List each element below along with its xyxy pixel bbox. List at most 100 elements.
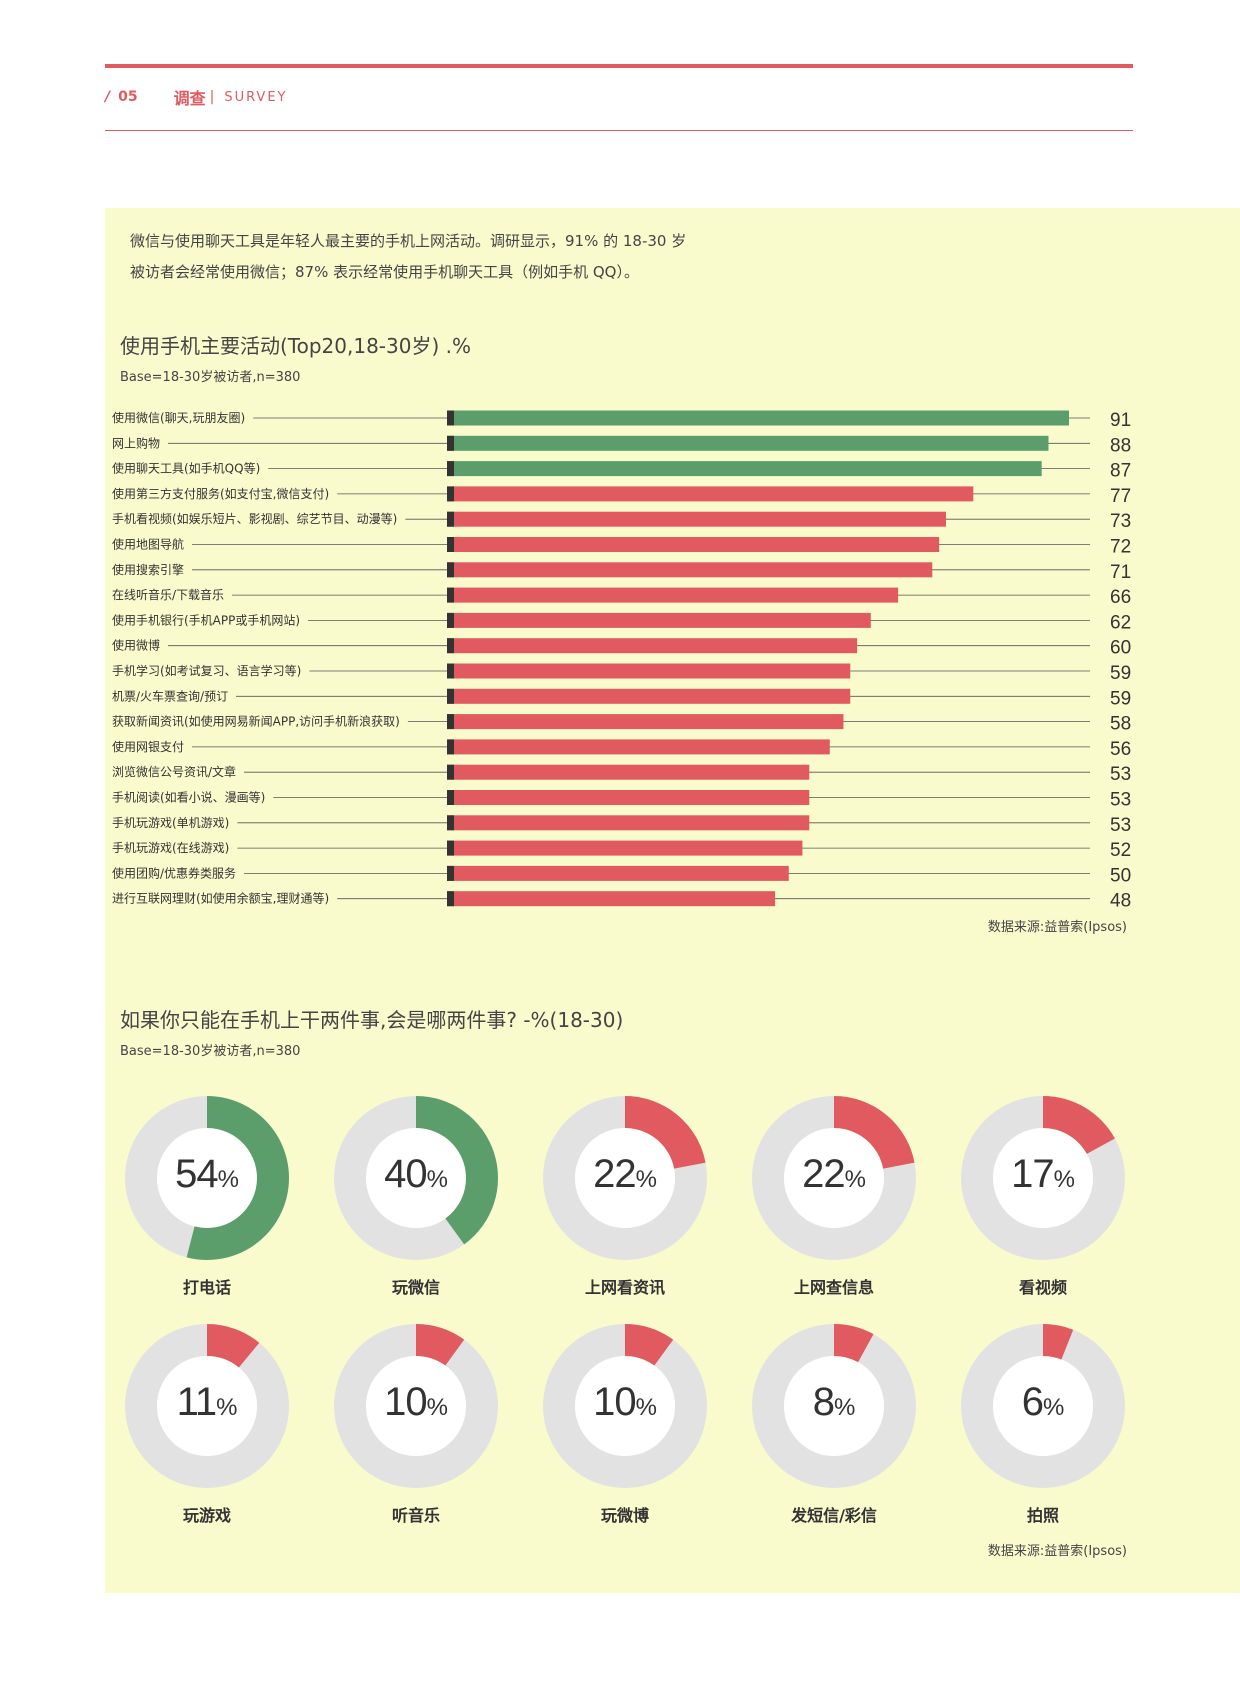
- donut-chart-source: 数据来源:益普索(Ipsos): [987, 1544, 1127, 1559]
- bar-category-label: 机票/火车票查询/预订: [112, 688, 228, 703]
- bar-value-label: 59: [1110, 688, 1131, 709]
- section-title-cn: 调查: [173, 89, 206, 108]
- bar-category-label: 使用微博: [112, 638, 160, 653]
- bar-value-label: 53: [1110, 790, 1131, 811]
- bar-cap: [447, 612, 454, 628]
- bar-value-label: 59: [1110, 663, 1131, 684]
- bar-value-label: 87: [1110, 461, 1131, 482]
- bar-cap: [447, 764, 454, 780]
- bar-label-backdrop: [110, 536, 193, 552]
- bar-category-label: 手机阅读(如看小说、漫画等): [112, 790, 265, 805]
- bar: [447, 562, 933, 578]
- bar-label-backdrop: [110, 410, 254, 425]
- bar-label-backdrop: [110, 460, 269, 476]
- bar-value-label: 52: [1110, 840, 1131, 861]
- bar-cap: [447, 486, 454, 502]
- bar: [447, 638, 858, 654]
- bar-category-label: 使用网银支付: [112, 739, 184, 754]
- bar: [447, 688, 851, 704]
- bar-value-label: 48: [1110, 891, 1131, 910]
- bar-label-backdrop: [110, 435, 169, 451]
- bar-category-label: 使用微信(聊天,玩朋友圈): [112, 410, 245, 425]
- bar-label-backdrop: [110, 561, 193, 577]
- bar-category-label: 使用第三方支付服务(如支付宝,微信支付): [112, 486, 329, 501]
- bar-category-label: 进行互联网理财(如使用余额宝,理财通等): [112, 891, 329, 906]
- section-title-en: SURVEY: [224, 89, 288, 105]
- bar-value-label: 91: [1110, 410, 1131, 431]
- bar-label-backdrop: [110, 841, 238, 856]
- bar-label-backdrop: [110, 587, 233, 603]
- bar-value-label: 56: [1110, 739, 1131, 760]
- intro-line-1: 微信与使用聊天工具是年轻人最主要的手机上网活动。调研显示，91% 的 18-30…: [130, 232, 687, 250]
- donut-chart-title: 如果你只能在手机上干两件事,会是哪两件事? -%(18-30): [120, 1008, 624, 1032]
- bar-category-label: 在线听音乐/下载音乐: [112, 587, 224, 602]
- bar-category-label: 使用手机银行(手机APP或手机网站): [112, 612, 300, 627]
- bar-label-backdrop: [110, 865, 245, 881]
- intro-line-2: 被访者会经常使用微信；87% 表示经常使用手机聊天工具（例如手机 QQ）。: [130, 263, 639, 281]
- bar: [447, 537, 940, 552]
- bar: [447, 815, 810, 831]
- bar-category-label: 使用地图导航: [112, 537, 184, 552]
- bar: [447, 790, 810, 805]
- bar-category-label: 使用搜索引擎: [112, 562, 184, 577]
- bar-category-label: 获取新闻资讯(如使用网易新闻APP,访问手机新浪获取): [112, 714, 400, 729]
- bar: [447, 461, 1042, 477]
- bar-cap: [447, 587, 454, 603]
- bar-value-label: 60: [1110, 638, 1131, 659]
- bar-cap: [447, 537, 454, 552]
- bar-category-label: 手机玩游戏(单机游戏): [112, 816, 229, 830]
- page-header: / 05 调查 | SURVEY: [105, 86, 287, 108]
- bar-cap: [447, 562, 454, 578]
- bar-chart-source: 数据来源:益普索(Ipsos): [987, 920, 1127, 935]
- bar-value-label: 53: [1110, 764, 1131, 785]
- bar-value-label: 62: [1110, 612, 1131, 633]
- bar-cap: [447, 714, 454, 730]
- bar-value-label: 77: [1110, 486, 1131, 507]
- bar-category-label: 手机看视频(如娱乐短片、影视剧、综艺节目、动漫等): [112, 511, 397, 526]
- bar-chart: 使用微信(聊天,玩朋友圈) 91 网上购物 88 使用聊天工具(如手机QQ等) 87 使用第…: [110, 410, 1131, 910]
- bar: [447, 714, 844, 730]
- bar-cap: [447, 461, 454, 477]
- bar-cap: [447, 663, 454, 679]
- bar: [447, 663, 851, 679]
- bar-value-label: 73: [1110, 511, 1131, 532]
- bar-cap: [447, 739, 454, 755]
- bar: [447, 511, 946, 527]
- header-top-rule: [105, 64, 1133, 68]
- bar: [447, 486, 974, 502]
- bar-label-backdrop: [110, 637, 169, 653]
- bar-cap: [447, 865, 454, 881]
- bar-value-label: 58: [1110, 714, 1131, 735]
- bar-label-backdrop: [110, 511, 406, 527]
- bar: [447, 612, 871, 628]
- bar-label-backdrop: [110, 688, 237, 704]
- bar-cap: [447, 638, 454, 654]
- bar-category-label: 浏览微信公号资讯/文章: [112, 764, 236, 779]
- bar-cap: [447, 790, 454, 805]
- bar-value-label: 53: [1110, 815, 1131, 836]
- bar-label-backdrop: [110, 764, 245, 780]
- bar-value-label: 50: [1110, 865, 1131, 886]
- bar-label-backdrop: [110, 713, 408, 729]
- bar: [447, 739, 830, 755]
- bar-category-label: 手机学习(如考试复习、语言学习等): [112, 663, 301, 678]
- bar: [447, 410, 1069, 426]
- bar-label-backdrop: [110, 789, 274, 805]
- bar-value-label: 71: [1110, 562, 1131, 583]
- bar-chart-title: 使用手机主要活动(Top20,18-30岁) .%: [120, 334, 471, 358]
- bar-value-label: 66: [1110, 587, 1131, 608]
- bar-chart-base: Base=18-30岁被访者,n=380: [120, 370, 301, 385]
- bar-category-label: 使用聊天工具(如手机QQ等): [112, 461, 260, 476]
- bar: [447, 435, 1049, 451]
- header-slash: /: [105, 89, 111, 105]
- bar: [447, 587, 899, 603]
- bar: [447, 891, 776, 907]
- bar-category-label: 网上购物: [112, 435, 160, 450]
- bar-value-label: 88: [1110, 435, 1131, 456]
- header-divider: |: [209, 89, 215, 105]
- bar-label-backdrop: [110, 485, 338, 501]
- bar-category-label: 使用团购/优惠券类服务: [112, 865, 236, 880]
- bar-cap: [447, 891, 454, 907]
- bar: [447, 865, 789, 881]
- bar-value-label: 72: [1110, 537, 1131, 558]
